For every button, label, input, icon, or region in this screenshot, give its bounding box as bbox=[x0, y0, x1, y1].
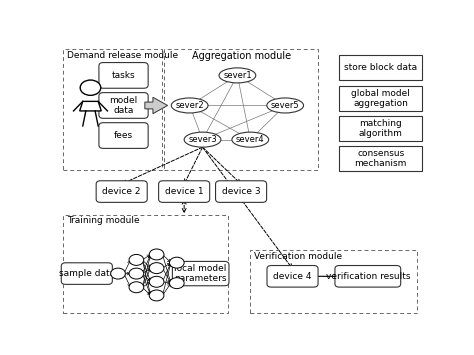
Text: device 3: device 3 bbox=[222, 187, 260, 196]
Circle shape bbox=[170, 278, 184, 289]
Text: verification results: verification results bbox=[326, 272, 410, 281]
Circle shape bbox=[129, 255, 144, 266]
Text: model
data: model data bbox=[109, 96, 137, 115]
Bar bbox=[339, 147, 422, 171]
FancyBboxPatch shape bbox=[335, 266, 401, 287]
Text: matching
algorithm: matching algorithm bbox=[359, 119, 402, 138]
Polygon shape bbox=[145, 97, 168, 114]
FancyBboxPatch shape bbox=[159, 181, 210, 202]
Circle shape bbox=[111, 268, 125, 279]
Circle shape bbox=[80, 80, 101, 95]
Ellipse shape bbox=[219, 68, 256, 83]
Text: sever1: sever1 bbox=[223, 71, 252, 80]
FancyBboxPatch shape bbox=[61, 263, 112, 284]
Circle shape bbox=[149, 249, 164, 260]
Text: device 4: device 4 bbox=[273, 272, 312, 281]
FancyBboxPatch shape bbox=[173, 261, 229, 286]
Text: sever3: sever3 bbox=[188, 135, 217, 144]
Text: sample data: sample data bbox=[59, 269, 115, 278]
Bar bbox=[164, 49, 318, 170]
Text: Verification module: Verification module bbox=[254, 252, 342, 261]
Text: sever5: sever5 bbox=[271, 101, 300, 110]
Text: Demand release module: Demand release module bbox=[66, 51, 178, 60]
Bar bbox=[250, 250, 418, 313]
Text: tasks: tasks bbox=[112, 71, 136, 80]
FancyBboxPatch shape bbox=[99, 62, 148, 88]
Text: sever4: sever4 bbox=[236, 135, 264, 144]
Text: device 1: device 1 bbox=[165, 187, 203, 196]
Text: global model
aggregation: global model aggregation bbox=[351, 89, 410, 108]
Bar bbox=[339, 116, 422, 141]
Circle shape bbox=[149, 276, 164, 287]
Bar bbox=[63, 215, 228, 313]
Circle shape bbox=[149, 263, 164, 274]
FancyBboxPatch shape bbox=[96, 181, 147, 202]
Text: fees: fees bbox=[114, 131, 133, 140]
Text: consensus
mechanism: consensus mechanism bbox=[355, 149, 407, 169]
Circle shape bbox=[129, 268, 144, 279]
Ellipse shape bbox=[267, 98, 303, 113]
Text: local model
parameters: local model parameters bbox=[174, 264, 227, 283]
Ellipse shape bbox=[184, 132, 221, 147]
Bar bbox=[63, 49, 162, 170]
Text: sever2: sever2 bbox=[175, 101, 204, 110]
FancyBboxPatch shape bbox=[267, 266, 318, 287]
Text: Aggregation module: Aggregation module bbox=[191, 51, 291, 61]
FancyBboxPatch shape bbox=[216, 181, 266, 202]
Ellipse shape bbox=[171, 98, 208, 113]
FancyBboxPatch shape bbox=[99, 123, 148, 148]
Circle shape bbox=[170, 257, 184, 268]
Ellipse shape bbox=[232, 132, 269, 147]
Circle shape bbox=[149, 290, 164, 301]
Bar bbox=[339, 86, 422, 111]
Polygon shape bbox=[80, 102, 101, 111]
Text: Training module: Training module bbox=[66, 216, 139, 225]
Text: device 2: device 2 bbox=[102, 187, 141, 196]
Circle shape bbox=[129, 282, 144, 293]
Bar bbox=[339, 55, 422, 80]
FancyBboxPatch shape bbox=[99, 93, 148, 118]
Text: store block data: store block data bbox=[344, 63, 417, 72]
